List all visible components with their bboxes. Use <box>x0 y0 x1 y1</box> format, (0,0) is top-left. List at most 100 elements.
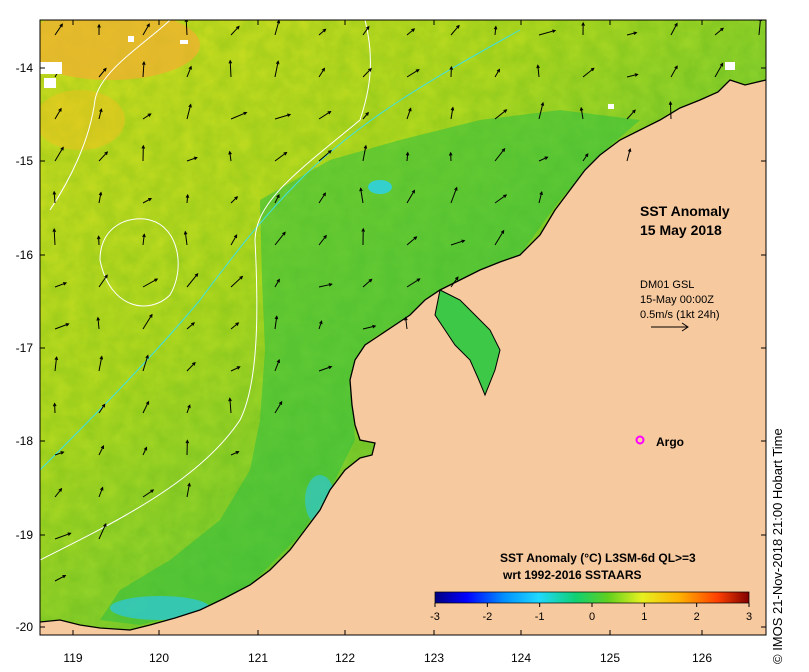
current-vector <box>186 483 191 498</box>
current-vector-head <box>448 151 453 156</box>
current-vector <box>142 447 147 456</box>
current-vector-head <box>143 446 148 451</box>
current-vector <box>360 188 364 204</box>
current-vector <box>450 240 465 246</box>
colorbar-tick-label: -1 <box>535 611 545 623</box>
current-vector-head <box>65 323 70 327</box>
current-vector <box>714 27 724 36</box>
current-vector-head <box>104 274 108 279</box>
current-vector <box>142 62 145 78</box>
x-tick-label: 119 <box>63 651 82 665</box>
current-vector <box>98 404 106 414</box>
x-tick-label: 121 <box>248 651 268 665</box>
current-vector <box>494 69 500 78</box>
isobath-contour <box>49 20 171 211</box>
current-vector-head <box>276 358 281 364</box>
current-vector-head <box>96 316 100 321</box>
current-vector <box>450 25 460 36</box>
colorbar-tick-label: 0 <box>589 611 595 623</box>
colorbar-tick-label: 1 <box>641 611 647 623</box>
scale-arrow <box>651 322 689 332</box>
current-vector-head <box>239 275 244 280</box>
current-vector <box>142 401 150 414</box>
current-vector-head <box>287 113 292 117</box>
cool-shelf-band <box>100 110 640 625</box>
colorbar-ticks: -3 -2 -1 0 1 2 3 <box>430 603 752 623</box>
current-vector-head <box>228 59 233 64</box>
current-vector-head <box>368 67 372 72</box>
current-vector-head <box>404 316 408 321</box>
current-vector-head <box>185 439 190 444</box>
current-vector <box>142 113 151 120</box>
current-vector-head <box>145 354 149 359</box>
current-vector-head <box>147 113 152 117</box>
current-vector <box>229 398 232 414</box>
cloud-mask <box>40 36 735 109</box>
current-vector-head <box>96 235 101 240</box>
current-vector <box>582 67 595 78</box>
current-vector <box>670 65 678 78</box>
current-vector <box>54 282 67 288</box>
current-vector <box>230 451 239 456</box>
current-vector <box>494 26 497 36</box>
current-vector <box>274 316 278 330</box>
current-vectors <box>52 20 763 582</box>
current-vector-head <box>278 400 283 405</box>
current-vector-head <box>67 532 72 536</box>
current-vector <box>142 314 153 330</box>
current-vector <box>362 145 367 162</box>
current-vector <box>98 192 102 204</box>
warm-anomaly-patch <box>40 90 125 150</box>
current-vector <box>230 276 243 288</box>
current-vector <box>230 112 247 120</box>
current-vector <box>97 317 100 330</box>
eddy-contour <box>99 218 179 307</box>
current-vector <box>538 30 556 36</box>
current-vector-head <box>372 324 377 329</box>
current-vector-head <box>321 67 326 72</box>
current-vector <box>54 451 64 456</box>
current-vector-head <box>361 227 366 232</box>
current-vector <box>54 575 66 582</box>
current-vector <box>538 156 548 162</box>
current-vector-head <box>323 234 327 239</box>
current-vector-head <box>461 239 466 244</box>
current-vector-head <box>54 356 59 361</box>
current-vector-head <box>416 278 421 282</box>
current-vector-head <box>146 23 150 28</box>
current-vector-head <box>150 489 155 493</box>
current-vector-head <box>228 150 232 155</box>
current-vector-head <box>503 194 508 198</box>
current-vector-head <box>536 64 540 69</box>
current-vector <box>669 102 672 120</box>
cold-anomaly-patch <box>110 596 210 620</box>
current-vector <box>54 323 69 330</box>
x-tick-label: 126 <box>692 651 712 665</box>
current-vector-head <box>99 355 104 360</box>
current-vector-head <box>60 146 64 151</box>
king-sound-inlet <box>434 289 501 397</box>
current-vector <box>406 278 420 288</box>
current-vector-head <box>192 361 196 366</box>
y-tick-label: -19 <box>16 528 34 542</box>
current-vector <box>274 232 286 246</box>
current-vector <box>186 273 199 288</box>
current-vector-head <box>102 67 107 72</box>
current-vector-head <box>58 107 62 112</box>
current-vector-head <box>62 575 67 579</box>
current-vector-head <box>188 103 192 108</box>
current-vector <box>230 196 238 204</box>
current-vector <box>318 28 326 36</box>
current-vector-head <box>235 451 240 455</box>
current-vector <box>98 274 108 288</box>
current-vector-head <box>141 144 146 149</box>
current-vector <box>230 26 240 36</box>
current-vector <box>362 279 372 288</box>
current-vector-head <box>455 276 459 281</box>
current-vector-head <box>719 62 724 67</box>
legend-title: SST Anomaly (°C) L3SM-6d QL>=3 <box>500 551 696 565</box>
current-vector <box>54 532 71 540</box>
y-axis: -14-15-16-17-18-19-20 <box>16 61 766 634</box>
current-vector-head <box>581 21 585 26</box>
current-vector-head <box>187 404 191 409</box>
